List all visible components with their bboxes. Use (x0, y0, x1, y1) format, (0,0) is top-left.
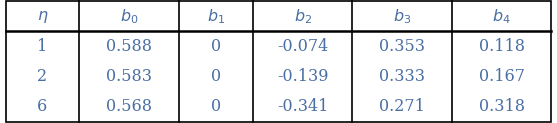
Text: 0.353: 0.353 (379, 38, 425, 55)
Text: 0.333: 0.333 (379, 68, 425, 85)
Text: 0.167: 0.167 (478, 68, 525, 85)
Text: 0: 0 (211, 68, 221, 85)
Text: 0.271: 0.271 (379, 98, 425, 115)
Text: 1: 1 (37, 38, 47, 55)
Text: 0: 0 (211, 38, 221, 55)
Text: 2: 2 (37, 68, 47, 85)
Text: 0.588: 0.588 (106, 38, 152, 55)
Text: $b_0$: $b_0$ (120, 7, 139, 26)
Text: 0.118: 0.118 (478, 38, 525, 55)
Text: -0.074: -0.074 (277, 38, 328, 55)
Text: $b_3$: $b_3$ (393, 7, 411, 26)
Text: 0: 0 (211, 98, 221, 115)
Text: 0.583: 0.583 (106, 68, 152, 85)
Text: 0.318: 0.318 (478, 98, 525, 115)
Text: $b_4$: $b_4$ (492, 7, 511, 26)
Text: -0.341: -0.341 (277, 98, 328, 115)
Text: -0.139: -0.139 (277, 68, 328, 85)
Text: $b_1$: $b_1$ (207, 7, 225, 26)
Text: 0.568: 0.568 (106, 98, 152, 115)
Text: $b_2$: $b_2$ (294, 7, 312, 26)
Text: $\eta$: $\eta$ (37, 8, 48, 25)
Text: 6: 6 (37, 98, 47, 115)
